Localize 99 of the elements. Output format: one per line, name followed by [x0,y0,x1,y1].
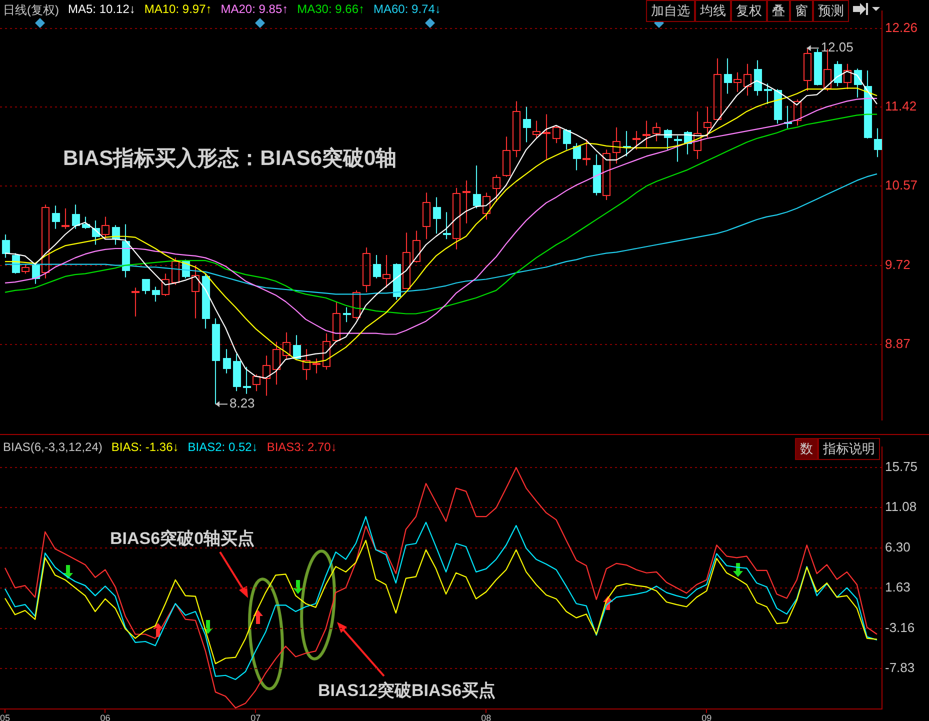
candlestick [502,136,510,178]
annotation: 加自选 [646,0,695,22]
candlestick [694,110,702,160]
candlestick [332,301,340,342]
annotation: 12.05 [820,40,854,55]
candlestick [262,355,270,396]
candlestick [233,353,241,392]
x-tick-label: 09 [702,712,712,721]
text: BIAS3: 2.70↓ [266,440,337,454]
candlestick [532,120,540,139]
candlestick [362,247,370,293]
candlestick [674,135,682,162]
candlestick [542,114,550,160]
text: BIAS: -1.36↓ [111,440,179,454]
y-tick-label: 9.72 [885,256,910,272]
candlestick [864,70,872,139]
x-tick-label: 08 [481,712,492,721]
candlestick [473,165,481,209]
candlestick [243,366,251,394]
candlestick [302,348,310,380]
candlestick [834,60,842,87]
candlestick [2,234,10,258]
chart-title: BIAS(6,-3,3,12,24) [3,440,102,454]
candlestick [452,187,460,250]
candlestick [152,286,160,302]
y-tick-label: 11.08 [885,498,917,514]
text: MA5: 10.12↓ [68,2,136,18]
candlestick [343,306,351,323]
y-tick-label: 11.42 [885,98,917,114]
candlestick [632,130,640,150]
annotation: 复权 [731,0,767,22]
candlestick [612,126,620,164]
candlestick [462,180,470,224]
annotation: 预测 [813,0,849,22]
candlestick [492,174,500,202]
candlestick [422,192,430,240]
candlestick [102,216,110,240]
candlestick [272,341,280,386]
annotation: 窗 [790,0,813,22]
candlestick [482,192,490,220]
candlestick [874,128,882,158]
candlestick [734,72,742,92]
text: MA20: 9.85↑ [220,2,288,18]
candlestick [652,122,660,142]
candlestick [322,332,330,370]
candlestick [382,254,390,288]
candlestick [724,58,732,94]
text: MA30: 9.66↑ [297,2,364,18]
candlestick [162,273,170,297]
candlestick [704,106,712,138]
text: MA10: 9.97↑ [144,2,212,18]
candlestick [412,230,420,263]
y-tick-label: 12.26 [885,20,918,36]
candlestick [192,264,200,319]
candlestick [402,232,410,289]
x-tick-label: 07 [250,712,261,721]
x-tick-label: 06 [100,712,110,721]
candlestick [754,60,762,96]
candlestick [52,205,60,230]
x-tick-label: 05 [0,712,10,721]
chart-title: 日线(复权) [3,2,59,19]
candlestick [512,100,520,158]
candlestick [642,120,650,148]
candlestick [764,83,772,105]
annotation: 叠 [767,0,790,22]
candlestick [443,212,451,240]
candlestick [312,358,320,374]
candlestick [744,63,752,96]
annotation: 8.23 [229,396,255,411]
text: BIAS2: 0.52↓ [188,440,258,454]
y-tick-label: 6.30 [885,540,910,555]
candlestick [202,273,210,330]
candlestick [523,106,531,143]
y-tick-label: 10.57 [885,178,918,193]
candlestick [593,154,601,196]
candlestick [573,142,581,171]
annotation: 指标说明 [818,438,880,460]
annotation: 均线 [695,0,731,22]
candlestick [373,254,381,279]
candlestick [844,63,852,90]
y-tick-label: 8.87 [885,336,910,352]
candlestick [223,348,231,374]
candlestick [582,138,590,166]
candlestick [62,208,70,230]
y-tick-label: -7.83 [885,660,915,675]
annotation: 数 [795,438,818,460]
candlestick [132,287,140,318]
candlestick [433,196,441,234]
candlestick [282,332,290,360]
annotation: BIAS指标买入形态：BIAS6突破0轴 [63,146,397,172]
y-tick-label: 15.75 [885,459,918,474]
y-tick-label: 1.63 [885,579,910,594]
annotation: BIAS12突破BIAS6买点 [318,680,496,702]
candlestick [602,149,610,201]
annotation: BIAS6突破0轴买点 [110,528,255,550]
candlestick [714,58,722,122]
candlestick [72,204,80,230]
text: MA60: 9.74↓ [374,2,441,18]
y-tick-label: -3.16 [885,620,915,636]
